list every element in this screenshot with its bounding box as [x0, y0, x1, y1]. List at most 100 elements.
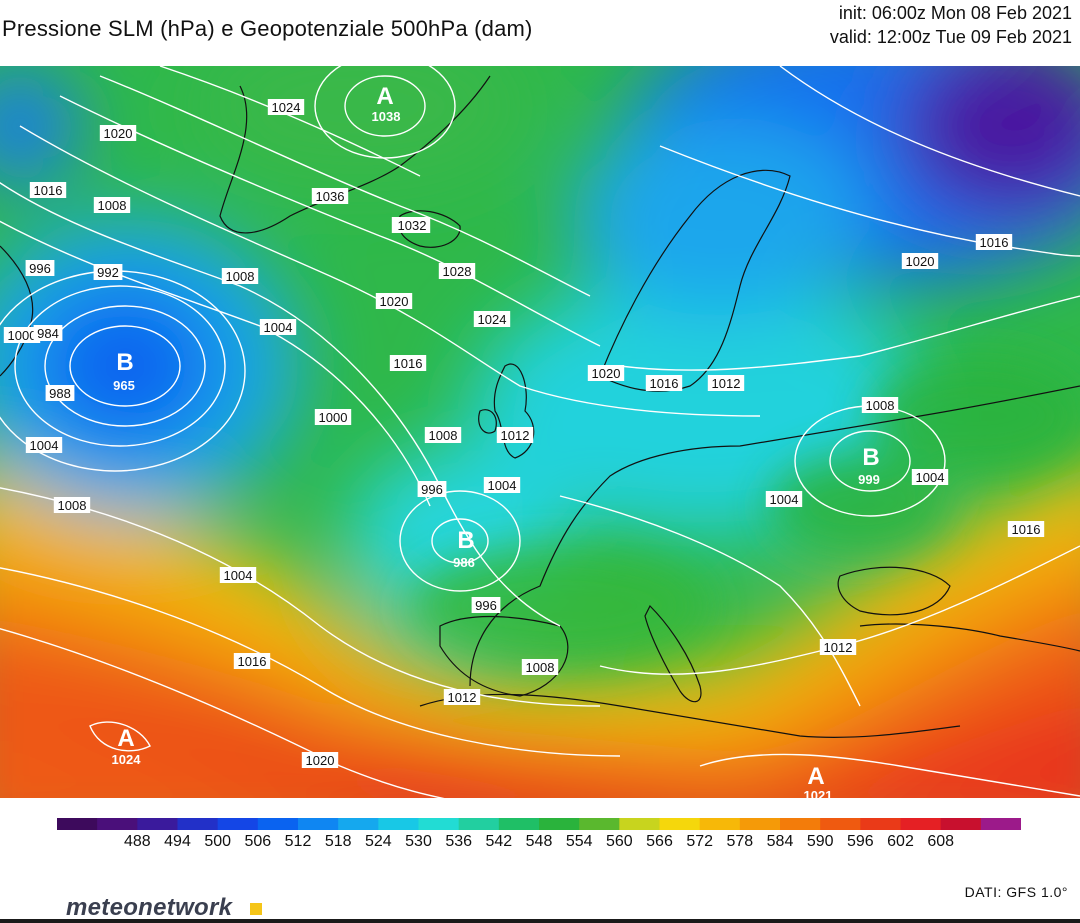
colorbar-tick-label: 536	[445, 833, 473, 850]
isobar-label-text: 1004	[916, 470, 945, 485]
colorbar-tick-label: 494	[164, 833, 191, 850]
isobar-label: 1016	[975, 234, 1013, 250]
isobar-label: 1032	[393, 217, 431, 233]
isobar-label: 1012	[707, 375, 745, 391]
center-letter: B	[457, 527, 474, 554]
colorbar-tick-label: 560	[605, 833, 633, 850]
isobar-label: 1024	[473, 311, 511, 327]
colorbar-swatch	[539, 818, 580, 830]
brand-logo-mark	[250, 903, 262, 915]
isobar-label-text: 1004	[30, 438, 59, 453]
isobar-label-text: 1028	[443, 264, 472, 279]
colorbar-swatch	[137, 818, 179, 830]
colorbar-tick-label: 524	[364, 833, 392, 850]
isobar-label: 1012	[496, 427, 534, 443]
isobar-label: 1028	[438, 263, 476, 279]
isobar-label-text: 1012	[824, 640, 853, 655]
isobar-label-text: 1020	[104, 126, 133, 141]
isobar-label-text: 1008	[98, 198, 127, 213]
isobar-label-text: 1016	[34, 183, 63, 198]
isobar-label-text: 996	[29, 261, 51, 276]
isobar-label-text: 988	[49, 386, 71, 401]
isobar-label: 1020	[99, 125, 137, 141]
colorbar-tick-label: 530	[405, 833, 432, 850]
data-source: DATI: GFS 1.0°	[964, 884, 1068, 900]
center-value: 1021	[804, 788, 833, 798]
isobar-label: 1020	[901, 253, 939, 269]
colorbar	[57, 818, 1021, 830]
colorbar-labels: 488 494 500 506 512 518 524 530 536 542 548 554 560 5…	[57, 833, 1021, 853]
colorbar-swatch	[820, 818, 861, 830]
colorbar-swatch	[900, 818, 942, 830]
isobar-label-text: 1016	[238, 654, 267, 669]
valid-time: valid: 12:00z Tue 09 Feb 2021	[829, 27, 1072, 47]
isobar-label-text: 1016	[650, 376, 679, 391]
colorbar-swatch	[980, 818, 1021, 830]
low-center-biscay: B 986	[453, 527, 475, 570]
isobar-label-text: 1016	[394, 356, 423, 371]
isobar-label: 1000	[3, 327, 41, 343]
isobar-label-text: 1020	[592, 366, 621, 381]
center-value: 999	[858, 472, 880, 487]
pressure-centers: A 1038 B 965 B 986 B 999 A 1024 A 1021	[112, 83, 880, 798]
isobar-label-text: 1004	[770, 492, 799, 507]
colorbar-tick-label: 506	[244, 833, 272, 850]
colorbar-tick-label: 572	[686, 833, 714, 850]
isobar-label: 1016	[1007, 521, 1045, 537]
isobar-label: 1016	[233, 653, 271, 669]
center-letter: B	[116, 349, 133, 376]
isobar-label: 1020	[587, 365, 625, 381]
isobar-label-text: 1004	[264, 320, 293, 335]
colorbar-tick-label: 596	[846, 833, 874, 850]
isobar-label-text: 1016	[980, 235, 1009, 250]
colorbar-tick-label: 554	[565, 833, 593, 850]
isobar-label: 996	[417, 481, 447, 497]
isobar-label: 1020	[301, 752, 339, 768]
colorbar-swatch	[498, 818, 540, 830]
center-value: 986	[453, 555, 475, 570]
colorbar-tick-label: 542	[485, 833, 513, 850]
colorbar-swatch	[97, 818, 138, 830]
colorbar-swatch	[298, 818, 339, 830]
colorbar-tick-label: 488	[123, 833, 151, 850]
isobar-label: 1008	[424, 427, 462, 443]
colorbar-tick-label: 500	[204, 833, 232, 850]
isobar-label-text: 984	[37, 326, 59, 341]
colorbar-swatch	[217, 818, 259, 830]
isobar-label: 1004	[911, 469, 949, 485]
isobar-label-text: 1016	[1012, 522, 1041, 537]
bottom-bar	[0, 919, 1080, 923]
isobar-label: 1008	[53, 497, 91, 513]
colorbar-swatch	[378, 818, 420, 830]
colorbar-swatch	[619, 818, 661, 830]
isobar-label: 1004	[25, 437, 63, 453]
isobar-label: 1004	[219, 567, 257, 583]
isobar-label-text: 1000	[319, 410, 348, 425]
isobar-label: 1012	[443, 689, 481, 705]
colorbar-swatch	[177, 818, 219, 830]
weather-map: A 1038 B 965 B 986 B 999 A 1024 A 1021	[0, 66, 1080, 798]
isobar-label: 984	[33, 325, 63, 341]
colorbar-swatch	[699, 818, 741, 830]
colorbar-tick-label: 518	[324, 833, 352, 850]
isobar-label-text: 1008	[526, 660, 555, 675]
isobar-label-text: 996	[475, 598, 497, 613]
isobar-label: 1008	[221, 268, 259, 284]
isobar-label: 1020	[375, 293, 413, 309]
high-center-atlantic: A 1024	[112, 725, 142, 767]
colorbar-swatch	[257, 818, 299, 830]
center-value: 965	[113, 378, 135, 393]
colorbar-swatch	[739, 818, 781, 830]
isobar-label-text: 1008	[58, 498, 87, 513]
isobar-label: 1008	[521, 659, 559, 675]
isobar-label: 1004	[259, 319, 297, 335]
geopotential-field	[0, 66, 1080, 798]
isobar-label-text: 1012	[501, 428, 530, 443]
colorbar-swatch	[338, 818, 379, 830]
colorbar-swatch	[579, 818, 620, 830]
isobar-label-text: 996	[421, 482, 443, 497]
isobar-label-text: 1036	[316, 189, 345, 204]
isobar-label: 1012	[819, 639, 857, 655]
colorbar-swatches	[57, 818, 1021, 830]
